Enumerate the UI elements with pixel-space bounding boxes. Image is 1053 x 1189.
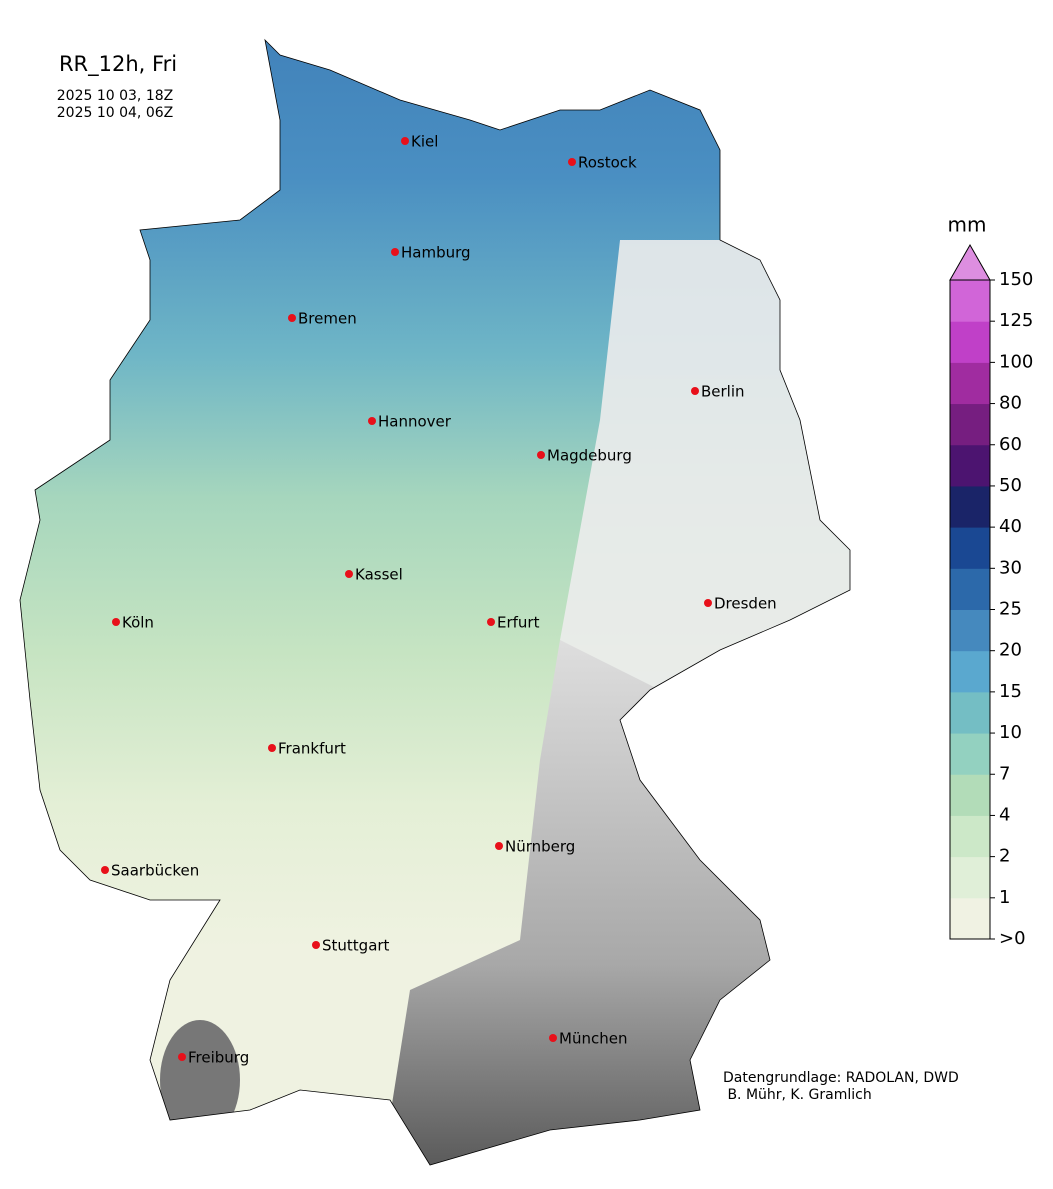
city-label: Frankfurt xyxy=(278,740,346,758)
city-marker xyxy=(345,570,353,578)
city-label: Magdeburg xyxy=(547,447,632,465)
colorbar-tick-label: 60 xyxy=(999,434,1022,455)
colorbar-segment xyxy=(950,568,990,610)
city-marker xyxy=(704,599,712,607)
colorbar-tick-label: >0 xyxy=(999,928,1026,949)
city-label: München xyxy=(559,1030,627,1048)
map-title: RR_12h, Fri xyxy=(59,52,177,77)
city-marker xyxy=(268,744,276,752)
colorbar-segment xyxy=(950,856,990,899)
city-marker xyxy=(178,1053,186,1061)
legend-unit: mm xyxy=(948,213,987,237)
city-marker xyxy=(288,314,296,322)
colorbar-tick-label: 4 xyxy=(999,804,1010,825)
city-marker xyxy=(487,618,495,626)
colorbar-segment xyxy=(950,733,990,775)
colorbar-tick-label: 1 xyxy=(999,887,1010,908)
city-marker xyxy=(549,1034,557,1042)
city-layer: Kiel Rostock Hamburg Bremen Berlin Hannover Ma… xyxy=(101,133,777,1067)
credit-source: Datengrundlage: RADOLAN, DWD xyxy=(723,1070,959,1086)
colorbar-segment xyxy=(950,362,990,405)
colorbar-segment xyxy=(950,444,990,487)
period-end: 2025 10 04, 06Z xyxy=(57,105,173,121)
colorbar-segment xyxy=(950,527,990,569)
colorbar-tick-label: 7 xyxy=(999,763,1010,784)
colorbar-segment xyxy=(950,774,990,816)
colorbar-segment xyxy=(950,321,990,363)
city-label: Kiel xyxy=(411,133,438,151)
city-marker xyxy=(537,451,545,459)
colorbar-tick-label: 10 xyxy=(999,722,1022,743)
colorbar-tick-label: 50 xyxy=(999,475,1022,496)
period-start: 2025 10 03, 18Z xyxy=(57,88,173,104)
colorbar-segment xyxy=(950,815,990,858)
colorbar-segment xyxy=(950,897,990,940)
city-marker xyxy=(391,248,399,256)
colorbar-segment xyxy=(950,691,990,734)
city-label: Dresden xyxy=(714,595,777,613)
city-label: Kassel xyxy=(355,566,403,584)
city-marker xyxy=(568,158,576,166)
colorbar-tick-label: 125 xyxy=(999,310,1033,331)
colorbar-tick-label: 150 xyxy=(999,269,1033,290)
city-label: Freiburg xyxy=(188,1049,249,1067)
city-label: Bremen xyxy=(298,310,357,328)
colorbar-tick-label: 40 xyxy=(999,516,1022,537)
city-label: Erfurt xyxy=(497,614,540,632)
city-marker xyxy=(101,866,109,874)
colorbar-tick-label: 100 xyxy=(999,351,1033,372)
precipitation-field xyxy=(20,40,850,1165)
city-marker xyxy=(691,387,699,395)
city-marker xyxy=(401,137,409,145)
colorbar-tick-label: 15 xyxy=(999,681,1022,702)
colorbar-tick-label: 20 xyxy=(999,640,1022,661)
colorbar-segment xyxy=(950,609,990,652)
city-marker xyxy=(112,618,120,626)
colorbar-tick-label: 30 xyxy=(999,557,1022,578)
city-marker xyxy=(368,417,376,425)
city-label: Stuttgart xyxy=(322,937,390,955)
city-label: Hamburg xyxy=(401,244,471,262)
city-label: Berlin xyxy=(701,383,745,401)
city-label: Saarbücken xyxy=(111,862,199,880)
colorbar-segment xyxy=(950,280,990,322)
city-marker xyxy=(495,842,503,850)
colorbar-segment xyxy=(950,403,990,446)
colorbar-tick-label: 2 xyxy=(999,846,1010,867)
colorbar-segment xyxy=(950,650,990,693)
colorbar-extend xyxy=(949,243,991,281)
colorbar: >0 1 2 4 7 10 15 20 25 30 40 50 60 80 100 125 150 xyxy=(949,243,1033,949)
colorbar-tick-label: 80 xyxy=(999,393,1022,414)
city-label: Hannover xyxy=(378,413,452,431)
city-label: Köln xyxy=(122,614,154,632)
city-label: Rostock xyxy=(578,154,637,172)
city-label: Nürnberg xyxy=(505,838,575,856)
credit-authors: B. Mühr, K. Gramlich xyxy=(723,1087,872,1103)
country-border xyxy=(19,38,851,1166)
colorbar-segment xyxy=(950,485,990,528)
colorbar-tick-label: 25 xyxy=(999,599,1022,620)
city-marker xyxy=(312,941,320,949)
